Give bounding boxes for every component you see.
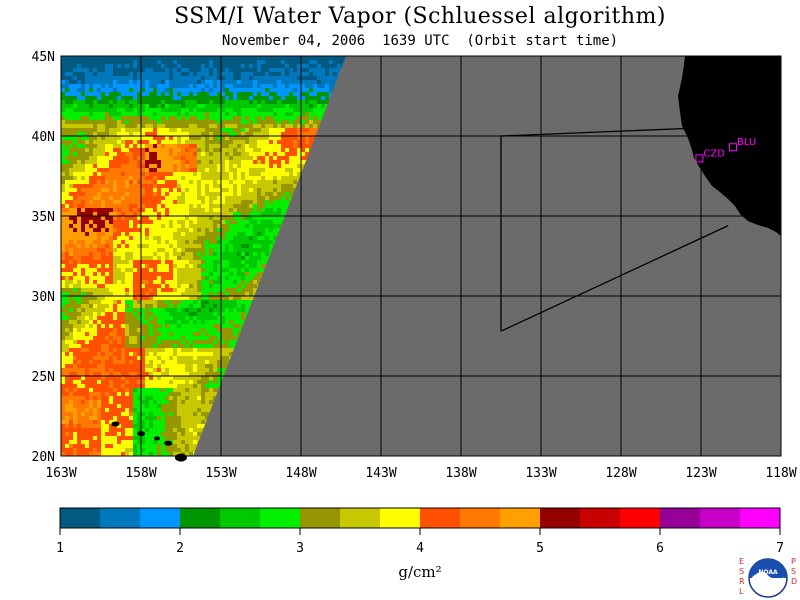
map-subtitle: November 04, 2006 1639 UTC (Orbit start … — [221, 33, 619, 49]
lon-label: 163W — [45, 466, 76, 481]
colorbar-swatch — [580, 508, 621, 528]
lat-label: 35N — [32, 210, 55, 225]
colorbar-swatch — [220, 508, 261, 528]
colorbar-tick-label: 3 — [296, 541, 304, 556]
colorbar-swatch — [260, 508, 301, 528]
lon-label: 148W — [285, 466, 316, 481]
latitude-labels: 45N 40N 35N 30N 25N 20N — [32, 50, 55, 465]
colorbar-swatch — [100, 508, 141, 528]
lon-label: 138W — [445, 466, 476, 481]
colorbar — [59, 507, 781, 529]
lat-label: 30N — [32, 290, 55, 305]
colorbar-swatch — [620, 508, 661, 528]
colorbar-swatch — [460, 508, 501, 528]
lon-label: 158W — [125, 466, 156, 481]
colorbar-swatch — [740, 508, 781, 528]
island-marker — [111, 421, 120, 427]
station-markers: CZD BLU — [695, 137, 756, 163]
map-frame — [60, 55, 782, 457]
lat-label: 20N — [32, 450, 55, 465]
colorbar-swatch — [140, 508, 181, 528]
vapor-field — [61, 56, 346, 456]
colorbar-swatch — [500, 508, 541, 528]
island-marker — [154, 436, 160, 441]
lon-label: 123W — [685, 466, 716, 481]
box-outline — [500, 127, 729, 332]
island-marker — [175, 453, 187, 462]
island-marker — [164, 440, 173, 446]
noaa-bird-icon — [751, 572, 785, 581]
lon-label: 128W — [605, 466, 636, 481]
logo-letter: D — [791, 577, 797, 586]
station-marker-icon — [729, 143, 737, 152]
colorbar-tick-label: 4 — [416, 541, 424, 556]
noaa-logo-text: NOAA — [758, 569, 778, 576]
colorbar-swatch — [540, 508, 581, 528]
longitude-labels: 163W 158W 153W 148W 143W 138W 133W 128W 123W 118W — [45, 466, 796, 481]
lat-label: 40N — [32, 130, 55, 145]
colorbar-swatch — [700, 508, 741, 528]
logo-letter: E — [739, 557, 744, 566]
station-marker-icon — [695, 154, 704, 163]
logo-letter: P — [791, 557, 796, 566]
colorbar-tick-label: 5 — [536, 541, 544, 556]
logo-letter: L — [739, 587, 744, 596]
psd-vertical-text: PSD — [791, 557, 797, 586]
logo-letter: R — [739, 577, 745, 586]
colorbar-swatch — [380, 508, 421, 528]
colorbar-tick-label: 6 — [656, 541, 664, 556]
logo-letter: S — [791, 567, 796, 576]
colorbar-tick-label: 1 — [56, 541, 64, 556]
colorbar-swatch — [180, 508, 221, 528]
colorbar-tick-label: 2 — [176, 541, 184, 556]
colorbar-swatch — [660, 508, 701, 528]
lat-lon-grid — [61, 56, 781, 456]
colorbar-swatch — [420, 508, 461, 528]
station-label: CZD — [703, 148, 725, 159]
colorbar-swatch — [300, 508, 341, 528]
lon-label: 133W — [525, 466, 556, 481]
lon-label: 118W — [765, 466, 796, 481]
logo-letter: S — [739, 567, 744, 576]
colorbar-tick-label: 7 — [776, 541, 784, 556]
lat-label: 45N — [32, 50, 55, 65]
lat-label: 25N — [32, 370, 55, 385]
map-title: SSM/I Water Vapor (Schluessel algorithm) — [174, 4, 666, 29]
colorbar-ticks: 1 2 3 4 5 6 7 — [56, 528, 784, 556]
lon-label: 143W — [365, 466, 396, 481]
no-data-region — [193, 56, 781, 456]
lon-label: 153W — [205, 466, 236, 481]
colorbar-swatch — [60, 508, 101, 528]
station-label: BLU — [737, 137, 756, 148]
colorbar-unit-label: g/cm² — [398, 563, 442, 581]
colorbar-swatch — [340, 508, 381, 528]
